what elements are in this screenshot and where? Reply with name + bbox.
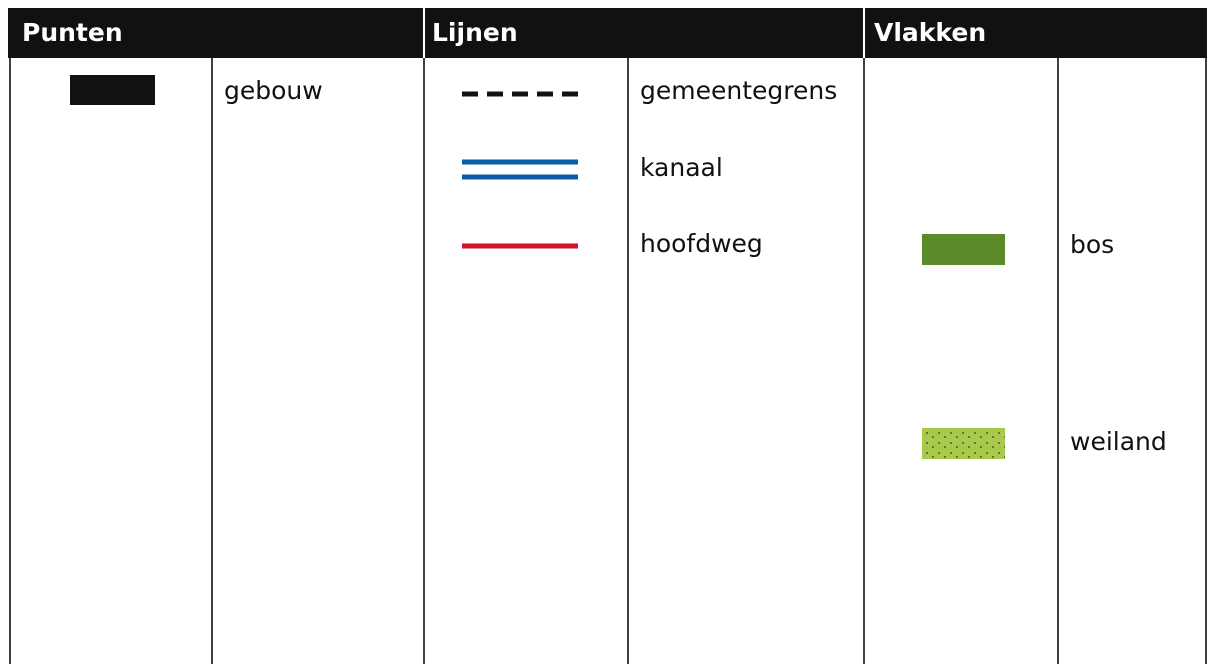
column-title: Lijnen bbox=[432, 18, 518, 47]
item-label: gemeentegrens bbox=[640, 76, 837, 105]
building-symbol bbox=[70, 75, 155, 105]
header-bar bbox=[8, 8, 1207, 58]
forest-symbol bbox=[922, 234, 1005, 265]
item-label: kanaal bbox=[640, 153, 723, 182]
item-label: hoofdweg bbox=[640, 229, 763, 258]
item-label: gebouw bbox=[224, 76, 323, 105]
grid-lines bbox=[9, 58, 1207, 664]
column-title: Punten bbox=[22, 18, 123, 47]
item-label: weiland bbox=[1070, 427, 1167, 456]
item-label: bos bbox=[1070, 230, 1114, 259]
meadow-symbol bbox=[922, 428, 1005, 459]
column-title: Vlakken bbox=[874, 18, 986, 47]
